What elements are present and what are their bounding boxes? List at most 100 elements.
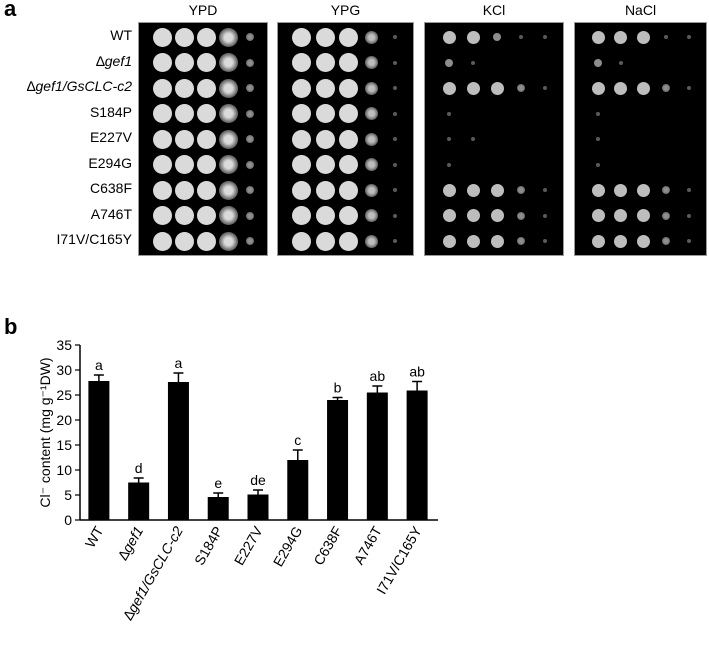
y-tick-label: 30 [56,362,72,378]
colony-spot [152,78,172,98]
strain-labels: WT ∆gef1 ∆gef1/GsCLC-c2 S184P E227V E294G C638… [0,0,132,260]
colony-spot [152,231,172,251]
colony-spot [152,155,172,174]
colony-spot [543,86,547,90]
colony-spot [339,53,358,72]
colony-spot [393,239,398,243]
colony-spot [315,27,335,47]
colony-spot [591,234,605,248]
colony-spot [196,104,216,123]
colony-spot [365,81,379,95]
colony-spot [471,60,475,65]
strain-label: E227V [89,129,132,145]
colony-spot [246,237,254,245]
colony-spot [596,111,601,116]
colony-spot [517,237,525,245]
colony-spot [218,155,238,174]
bar [247,494,269,520]
colony-spot [365,234,379,248]
colony-spot [365,132,379,146]
colony-spot [152,27,172,47]
panel-b-label: b [4,314,18,339]
colony-spot [519,35,523,39]
x-tick-label: E294G [270,524,306,570]
colony-spot [471,137,475,141]
colony-spot [218,180,238,200]
colony-spot [339,129,358,149]
colony-spot [490,234,504,248]
colony-spot [686,239,691,243]
colony-spot [594,58,603,67]
colony-spot [246,211,254,220]
colony-spot [393,137,398,141]
colony-spot [493,33,501,41]
colony-spot [196,155,216,174]
colony-spot [637,234,650,248]
colony-spot [315,129,335,149]
significance-letter: ab [370,368,386,384]
colony-spot [292,104,312,123]
colony-spot [196,180,216,200]
colony-spot [664,35,669,39]
plate-image [424,22,564,256]
colony-spot [614,209,628,222]
colony-spot [393,86,398,90]
colony-spot [543,213,547,218]
bar [406,390,428,520]
plate-image [574,22,707,256]
bar [167,382,189,520]
colony-spot [196,231,216,251]
y-tick-label: 20 [56,412,72,428]
colony-spot [315,206,335,225]
colony-spot [637,30,650,44]
colony-spot [152,104,172,123]
strain-label: WT [110,27,132,43]
bar [88,381,110,520]
strain-label: ∆gef1/GsCLC-c2 [26,78,132,94]
significance-letter: a [95,357,103,373]
colony-spot [218,27,238,47]
colony-spot [339,27,358,47]
colony-spot [174,155,194,174]
colony-spot [517,211,525,220]
colony-spot [292,155,312,174]
colony-spot [490,209,504,222]
colony-spot [218,231,238,251]
colony-spot [490,183,504,197]
y-tick-label: 25 [56,387,72,403]
y-tick-label: 35 [56,337,72,353]
bar [327,400,349,520]
x-tick-label: S184P [191,524,226,568]
y-tick-label: 0 [64,512,72,528]
plate-title: NaCl [624,2,657,18]
colony-spot [637,81,650,95]
colony-spot [174,180,194,200]
colony-spot [292,78,312,98]
x-tick-label: E227V [231,523,266,568]
colony-spot [543,35,547,39]
colony-spot [517,186,525,194]
colony-spot [445,58,453,67]
colony-spot [174,129,194,149]
colony-spot [466,30,480,44]
colony-spot [339,155,358,174]
colony-spot [292,53,312,72]
colony-spot [466,81,480,95]
colony-spot [152,53,172,72]
colony-spot [614,30,628,44]
colony-spot [662,186,671,194]
colony-spot [339,206,358,225]
strain-label: S184P [89,103,132,120]
colony-spot [218,104,238,123]
colony-spot [393,35,398,39]
x-tick-label: A746T [350,523,385,567]
colony-spot [218,206,238,225]
colony-spot [315,180,335,200]
colony-spot [447,137,451,141]
colony-spot [686,86,691,90]
plate-image [277,22,414,256]
colony-spot [442,183,456,197]
colony-spot [365,30,379,44]
colony-spot [339,180,358,200]
colony-spot [618,60,623,65]
